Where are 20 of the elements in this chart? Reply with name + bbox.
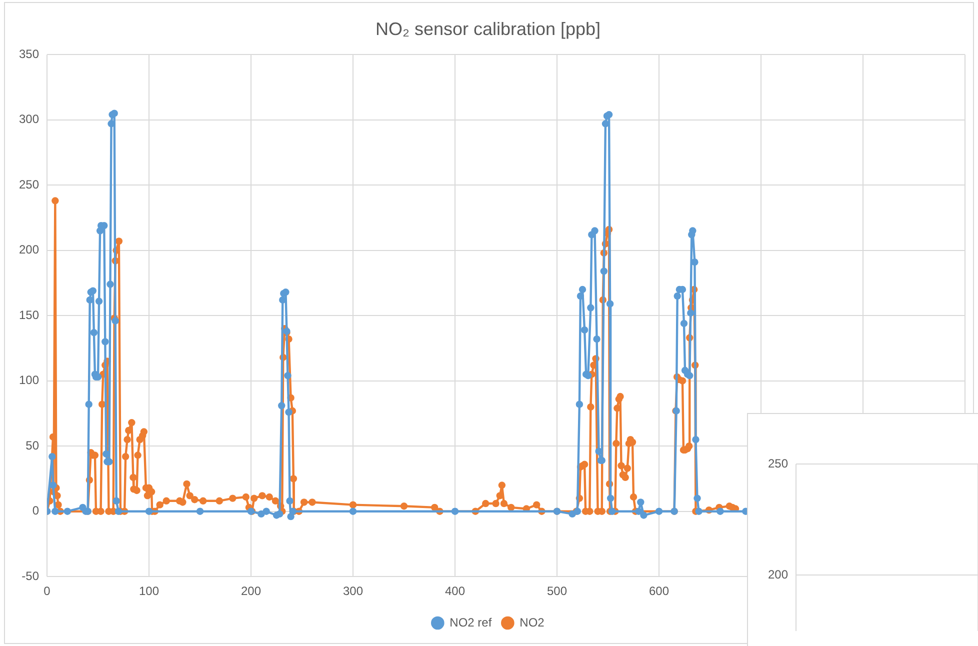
x-tick-label: 200: [241, 584, 262, 598]
x-tick-label: 600: [648, 584, 670, 598]
x-tick-label: 500: [546, 584, 568, 598]
x-tick-label: 0: [44, 584, 51, 598]
x-tick-label: 100: [139, 584, 160, 598]
y-tick-label: 0: [32, 504, 40, 518]
y-tick-label: 250: [768, 456, 788, 470]
chart-title: NO₂ sensor calibration [ppb]: [375, 18, 601, 39]
legend-label: NO2: [520, 615, 545, 630]
y-tick-label: 250: [18, 177, 40, 192]
y-tick-label: 150: [18, 308, 40, 322]
x-tick-label: 300: [343, 584, 364, 598]
legend-label: NO2 ref: [450, 615, 492, 630]
x-tick-label: 400: [444, 584, 466, 598]
y-tick-label: 100: [18, 373, 40, 388]
y-tick-label: 350: [18, 46, 40, 61]
y-tick-label: 300: [18, 112, 40, 126]
y-tick-label: -50: [22, 568, 40, 583]
y-tick-label: 50: [26, 438, 40, 452]
y-tick-label: 200: [18, 242, 40, 257]
